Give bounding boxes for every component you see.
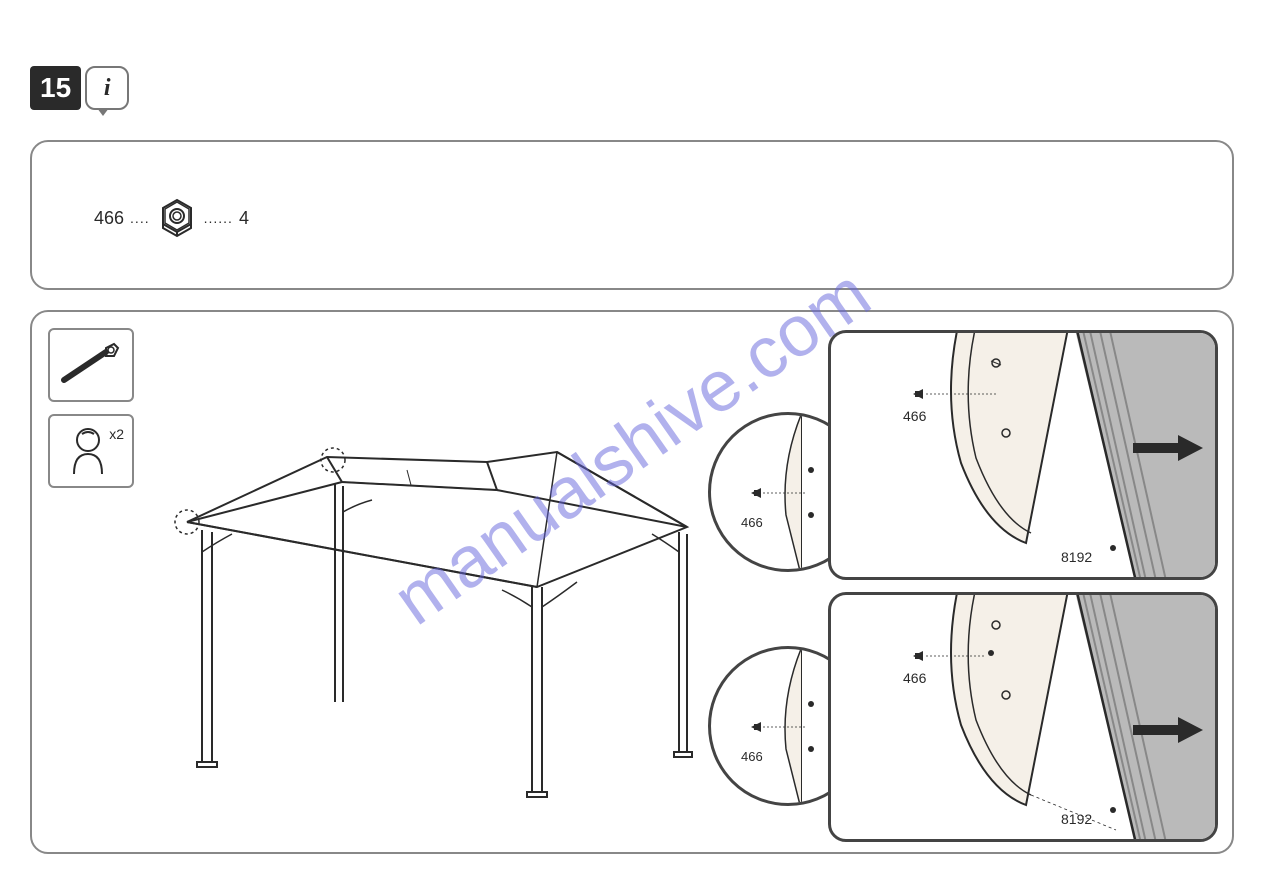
detail-panel-top: 466 8192 [828, 330, 1218, 580]
tool-people-required: x2 [48, 414, 134, 488]
dots-left: .... [130, 210, 150, 226]
detail-circle-top-label: 466 [741, 515, 763, 530]
assembly-panel: x2 [30, 310, 1234, 854]
detail-circle-bottom-label: 466 [741, 749, 763, 764]
dots-right: ...... [204, 210, 233, 226]
part-number: 466 [94, 208, 124, 229]
arrow-right-icon [1133, 715, 1203, 745]
arrow-right-icon [1133, 433, 1203, 463]
info-symbol: i [104, 75, 111, 102]
gazebo-frame-diagram [157, 422, 717, 802]
part-item: 466 .... ...... 4 [94, 197, 249, 239]
wrench-icon [56, 340, 126, 390]
parts-panel: 466 .... ...... 4 [30, 140, 1234, 290]
info-icon: i [85, 66, 129, 110]
part-qty: 4 [239, 208, 249, 229]
step-header: 15 i [30, 66, 129, 110]
panel-bottom-part-label: 8192 [1061, 811, 1092, 827]
hex-nut-icon [156, 197, 198, 239]
tool-socket-wrench [48, 328, 134, 402]
panel-bottom-nut-label: 466 [903, 670, 926, 686]
panel-top-nut-label: 466 [903, 408, 926, 424]
detail-panel-bottom: 466 8192 [828, 592, 1218, 842]
step-number: 15 [30, 66, 81, 110]
panel-top-part-label: 8192 [1061, 549, 1092, 565]
people-count: x2 [109, 426, 124, 442]
